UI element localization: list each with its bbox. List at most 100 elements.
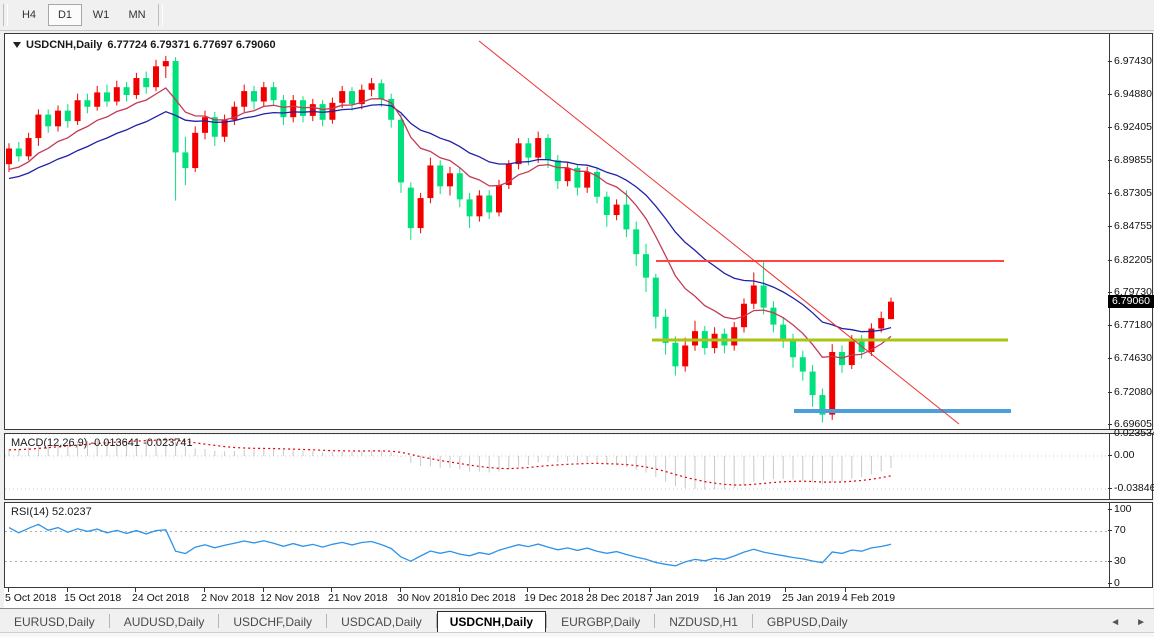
price-axis-tick [1108,127,1112,128]
rsi-label: RSI(14) 52.0237 [11,506,92,518]
macd-histogram [8,437,892,490]
symbol-tab-usdcad[interactable]: USDCAD,Daily [341,615,422,629]
timeframe-button-mn[interactable]: MN [128,9,146,21]
rsi-axis-label: 100 [1114,503,1132,515]
candles [6,55,894,423]
price-axis-label: 6.72080 [1114,386,1152,398]
price-axis-tick [1108,61,1112,62]
date-tick [400,588,401,592]
symbol-tab-nzdusd[interactable]: NZDUSD,H1 [669,615,738,629]
price-axis-label: 6.92405 [1114,121,1152,133]
macd-axis-label: 0.023534 [1114,427,1154,439]
macd-axis-label: -0.038466 [1114,482,1154,494]
date-tick [716,588,717,592]
macd-axis-tick [1108,488,1112,489]
symbol-tab-eurgbp[interactable]: EURGBP,Daily [561,615,641,629]
price-chart-panel[interactable]: USDCNH,Daily 6.77724 6.79371 6.77697 6.7… [4,33,1153,430]
symbol-tab-audusd[interactable]: AUDUSD,Daily [123,615,205,629]
rsi-axis-tick [1108,561,1112,562]
date-tick [204,588,205,592]
date-tick [8,588,9,592]
axis-divider [1109,34,1110,429]
chart-symbol-label: USDCNH,Daily [26,39,103,51]
date-label: 2 Nov 2018 [201,592,255,604]
rsi-axis-tick [1108,530,1112,531]
rsi-plot[interactable] [5,503,1109,587]
macd-label: MACD(12,26,9) -0.013641 -0.023741 [11,437,193,449]
date-tick [785,588,786,592]
rsi-axis-label: 0 [1114,577,1120,589]
symbol-tab-usdcnh[interactable]: USDCNH,Daily [436,611,547,634]
date-label: 7 Jan 2019 [647,592,699,604]
tab-separator [108,614,110,628]
timeframe-button-d1[interactable]: D1 [48,4,82,26]
chart-ohlc-values: 6.77724 6.79371 6.77697 6.79060 [107,39,276,51]
date-tick [459,588,460,592]
macd-indicator-panel[interactable]: MACD(12,26,9) -0.013641 -0.023741 [4,433,1153,500]
timeframe-toolbar: H4 D1 W1 MN [0,0,1154,31]
descending-trendline[interactable] [478,40,960,425]
date-label: 19 Dec 2018 [524,592,584,604]
toolbar-separator [3,4,8,26]
date-label: 16 Jan 2019 [713,592,771,604]
price-axis-label: 6.69605 [1114,418,1152,430]
tab-scroll-arrows: ◄ ► [1110,617,1146,628]
macd-axis-tick [1108,433,1112,434]
price-axis-label: 6.82205 [1114,254,1152,266]
rsi-line [8,523,892,567]
date-label: 30 Nov 2018 [397,592,457,604]
macd-axis-label: 0.00 [1114,449,1135,461]
status-strip [0,632,1154,637]
symbol-tab-eurusd[interactable]: EURUSD,Daily [14,615,95,629]
macd-plot[interactable] [5,434,1109,499]
tab-separator [654,614,656,628]
price-axis-label: 6.84755 [1114,220,1152,232]
price-axis-tick [1108,292,1112,293]
price-axis-tick [1108,358,1112,359]
ma-fast-line [8,87,892,359]
price-axis-tick [1108,325,1112,326]
price-axis-tick [1108,260,1112,261]
date-axis: 5 Oct 2018 15 Oct 2018 24 Oct 2018 2 Nov 20… [4,588,1153,608]
date-tick [135,588,136,592]
chevron-down-icon[interactable] [13,42,21,48]
symbol-tabs: EURUSD,Daily AUDUSD,Daily USDCHF,Daily USDC… [0,611,862,634]
date-label: 10 Dec 2018 [456,592,516,604]
date-tick [331,588,332,592]
tab-separator [546,614,548,628]
macd-axis-tick [1108,455,1112,456]
price-axis-label: 6.87305 [1114,187,1152,199]
price-axis-tick [1108,94,1112,95]
timeframe-buttons: H4 D1 W1 MN [11,4,155,26]
toolbar-separator [158,4,163,26]
scroll-right-icon[interactable]: ► [1136,617,1146,628]
date-label: 21 Nov 2018 [328,592,388,604]
tab-separator [751,614,753,628]
tab-separator [326,614,328,628]
date-tick [527,588,528,592]
price-axis-tick [1108,392,1112,393]
chart-title: USDCNH,Daily 6.77724 6.79371 6.77697 6.7… [13,39,276,51]
timeframe-button-w1[interactable]: W1 [92,9,110,21]
price-axis-label: 6.97430 [1114,55,1152,67]
date-tick [263,588,264,592]
scroll-left-icon[interactable]: ◄ [1110,617,1121,628]
current-price-tag: 6.79060 [1108,295,1154,308]
timeframe-button-h4[interactable]: H4 [21,9,37,21]
date-tick [67,588,68,592]
date-label: 5 Oct 2018 [5,592,57,604]
date-label: 28 Dec 2018 [586,592,646,604]
price-axis-tick [1108,193,1112,194]
rsi-axis-tick [1108,583,1112,584]
rsi-axis-tick [1108,509,1112,510]
candlestick-chart[interactable] [5,34,1109,429]
date-label: 24 Oct 2018 [132,592,190,604]
symbol-tab-usdchf[interactable]: USDCHF,Daily [233,615,313,629]
price-axis-label: 6.94880 [1114,88,1152,100]
tab-separator [435,614,437,628]
symbol-tab-gbpusd[interactable]: GBPUSD,Daily [766,615,848,629]
rsi-axis-label: 70 [1114,524,1126,536]
tab-separator [218,614,220,628]
rsi-indicator-panel[interactable]: RSI(14) 52.0237 [4,502,1153,588]
